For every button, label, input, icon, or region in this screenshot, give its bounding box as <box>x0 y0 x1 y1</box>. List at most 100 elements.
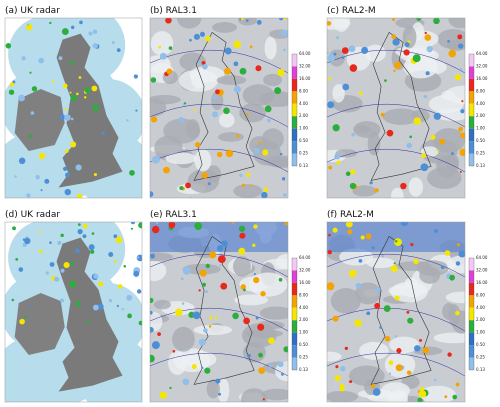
colorbar-segment <box>469 103 474 117</box>
rain-cell <box>341 56 345 60</box>
rain-cell <box>38 57 45 64</box>
rain-cell <box>284 222 288 226</box>
colorbar-segment <box>469 320 474 333</box>
rain-cell <box>192 311 201 320</box>
rain-cell <box>77 223 81 227</box>
rain-cell <box>44 178 50 184</box>
rain-cell <box>426 45 433 53</box>
rain-cell <box>49 21 52 25</box>
rain-cell <box>459 148 465 157</box>
rain-cell <box>238 247 246 255</box>
rain-cell <box>421 163 425 167</box>
rain-cell <box>136 254 142 262</box>
rain-cell <box>262 149 269 156</box>
cloud <box>153 299 171 310</box>
cloud <box>366 257 396 269</box>
rain-cell <box>327 51 330 55</box>
rain-cell <box>394 61 402 69</box>
rain-cell <box>279 18 284 21</box>
contour <box>150 103 288 128</box>
rain-cell <box>116 48 121 52</box>
map-body <box>5 222 142 402</box>
colorbar-segment <box>292 357 297 370</box>
rain-cell <box>75 301 81 307</box>
rain-cell <box>231 222 235 224</box>
rain-cell <box>169 386 172 390</box>
coastline <box>370 31 432 181</box>
rain-cell <box>257 323 265 331</box>
rain-cell <box>193 33 200 40</box>
rain-cell <box>236 134 240 138</box>
rain-cell <box>91 85 98 92</box>
cloud <box>327 390 358 402</box>
rain-cell <box>258 367 266 375</box>
cloud <box>445 153 460 171</box>
colorbar-segment <box>469 258 474 271</box>
rain-cell <box>220 282 228 290</box>
rain-cell <box>351 132 355 137</box>
colorbar-segment <box>292 270 297 283</box>
cloud <box>150 312 163 332</box>
rain-cell <box>280 372 284 376</box>
rain-cell <box>91 232 95 235</box>
rain-cell <box>421 153 426 159</box>
colorbar-segment <box>469 295 474 308</box>
cloud <box>176 18 202 29</box>
rain-cell <box>26 193 31 198</box>
map-body <box>327 18 465 198</box>
colorbar-segment <box>292 332 297 346</box>
map <box>4 221 143 403</box>
rain-cell <box>51 79 55 83</box>
rain-cell <box>137 256 140 259</box>
rain-cell <box>172 349 176 353</box>
rain-cell <box>82 234 87 239</box>
colorbar-segment <box>469 78 474 92</box>
rain-cell <box>150 191 154 197</box>
colorbar-tick-label: 2.00 <box>476 317 485 322</box>
rain-cell <box>205 263 210 269</box>
rain-cell <box>459 170 462 173</box>
rain-cell <box>61 28 69 36</box>
rain-cell <box>457 43 464 49</box>
rain-cell <box>191 364 197 370</box>
rain-cell <box>21 56 26 61</box>
colorbar-segment <box>469 54 474 67</box>
rain-cell <box>268 337 275 345</box>
rain-cell <box>135 109 138 112</box>
cloud <box>212 22 238 33</box>
map-frame <box>149 221 289 403</box>
rain-cell <box>414 345 421 352</box>
rain-cell <box>59 298 65 303</box>
rain-cell <box>130 222 136 225</box>
rain-cell <box>334 375 341 382</box>
rain-cell <box>70 117 74 121</box>
rain-cell <box>217 255 226 264</box>
rain-cell <box>166 68 173 75</box>
rain-cell <box>49 241 52 244</box>
rain-cell <box>460 109 465 114</box>
rain-cell <box>416 18 422 21</box>
rain-cell <box>458 126 464 132</box>
rain-cell <box>5 43 12 49</box>
rain-cell <box>136 289 142 294</box>
rain-cell <box>280 29 288 37</box>
colorbar-segment <box>292 141 297 154</box>
rain-cell <box>246 172 251 178</box>
map: 64.00 32.00 16.00 8.00 4.00 2.00 1.00 0.50 0.25 0… <box>149 221 311 403</box>
colorbar-tick-label: 0.50 <box>476 342 485 347</box>
rain-cell <box>182 378 190 386</box>
cloud <box>354 125 371 134</box>
rain-cell <box>361 46 369 54</box>
rain-cell <box>341 47 349 54</box>
cloud <box>216 75 247 85</box>
rain-cell <box>404 42 410 48</box>
rain-cell <box>381 254 385 258</box>
rain-cell <box>375 286 381 293</box>
rain-cell <box>113 234 118 239</box>
rain-cell <box>409 135 413 139</box>
cloud <box>248 272 288 297</box>
rain-cell <box>197 61 202 65</box>
rain-cell <box>38 231 41 234</box>
rain-cell <box>245 113 249 116</box>
colorbar-tick-label: 16.00 <box>476 280 488 285</box>
